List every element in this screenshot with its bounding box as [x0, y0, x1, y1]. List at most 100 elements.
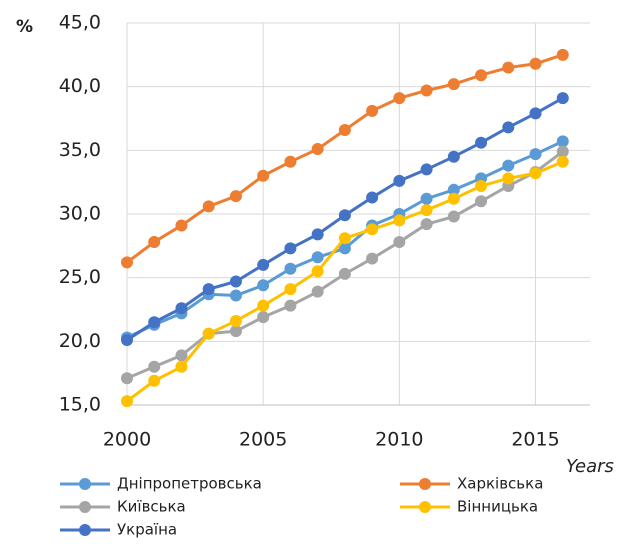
point	[121, 256, 133, 269]
point	[229, 289, 242, 302]
point	[420, 163, 433, 176]
point	[556, 145, 569, 158]
legend-label: Україна	[117, 521, 177, 539]
point	[284, 242, 297, 255]
point	[229, 190, 242, 203]
y-tick-label: 15,0	[59, 394, 101, 416]
point	[393, 214, 406, 227]
point	[338, 123, 351, 136]
point	[121, 334, 133, 347]
point	[338, 209, 351, 222]
point	[121, 372, 133, 385]
point	[257, 258, 270, 271]
point	[420, 218, 433, 231]
point	[338, 267, 351, 280]
x-tick-label: 2000	[103, 429, 151, 451]
point	[529, 57, 542, 70]
point	[366, 191, 379, 204]
point	[556, 92, 569, 105]
point	[447, 150, 460, 163]
point	[338, 242, 351, 255]
legend-marker	[419, 501, 431, 513]
point	[338, 232, 351, 245]
point	[284, 262, 297, 275]
point	[447, 192, 460, 205]
point	[366, 223, 379, 236]
point	[502, 159, 515, 172]
point	[529, 148, 542, 161]
y-tick-label: 35,0	[59, 139, 101, 161]
point	[284, 155, 297, 168]
series-line	[126, 53, 564, 264]
legend-label: Харківська	[457, 475, 543, 493]
point	[502, 121, 515, 134]
point	[475, 179, 488, 192]
point	[229, 314, 242, 327]
point	[529, 107, 542, 120]
legend-marker	[79, 501, 91, 513]
point	[447, 78, 460, 91]
point	[311, 143, 324, 156]
point	[420, 84, 433, 97]
point	[311, 228, 324, 241]
point	[257, 299, 270, 312]
y-tick-label: 25,0	[59, 266, 101, 288]
point	[148, 236, 161, 249]
point	[475, 69, 488, 82]
legend-label: Дніпропетровська	[117, 475, 262, 493]
point	[175, 302, 188, 315]
point	[257, 169, 270, 182]
legend-marker	[419, 478, 431, 490]
point	[202, 200, 215, 213]
point	[447, 210, 460, 223]
point	[393, 236, 406, 249]
series-line	[126, 150, 564, 380]
point	[148, 316, 161, 329]
point	[556, 155, 569, 168]
y-tick-label: 30,0	[59, 203, 101, 225]
point	[148, 360, 161, 373]
point	[284, 283, 297, 296]
point	[502, 61, 515, 74]
point	[284, 299, 297, 312]
point	[475, 195, 488, 208]
x-tick-label: 2005	[239, 429, 287, 451]
point	[447, 183, 460, 196]
point	[121, 395, 133, 408]
point	[393, 92, 406, 105]
x-axis-label: Years	[566, 456, 614, 477]
point	[420, 192, 433, 205]
point	[502, 172, 515, 185]
point	[393, 174, 406, 187]
legend-marker	[79, 478, 91, 490]
legend-label: Київська	[117, 498, 186, 516]
y-tick-label: 40,0	[59, 75, 101, 97]
y-axis-label: %	[16, 17, 33, 37]
legend-label: Вінницька	[457, 498, 538, 516]
point	[229, 325, 242, 338]
point	[257, 279, 270, 292]
point	[202, 283, 215, 296]
point	[202, 327, 215, 340]
point	[420, 204, 433, 217]
point	[175, 219, 188, 232]
point	[556, 135, 569, 148]
y-tick-label: 20,0	[59, 330, 101, 352]
point	[366, 252, 379, 265]
point	[475, 136, 488, 149]
point	[311, 285, 324, 298]
point	[366, 104, 379, 117]
point	[148, 374, 161, 387]
series-line	[126, 160, 564, 403]
point	[311, 265, 324, 278]
point	[229, 275, 242, 288]
point	[175, 360, 188, 373]
point	[311, 251, 324, 264]
point	[529, 167, 542, 180]
x-tick-label: 2015	[511, 429, 559, 451]
x-tick-label: 2010	[375, 429, 423, 451]
point	[257, 311, 270, 324]
point	[175, 349, 188, 362]
y-tick-label: 45,0	[59, 12, 101, 34]
